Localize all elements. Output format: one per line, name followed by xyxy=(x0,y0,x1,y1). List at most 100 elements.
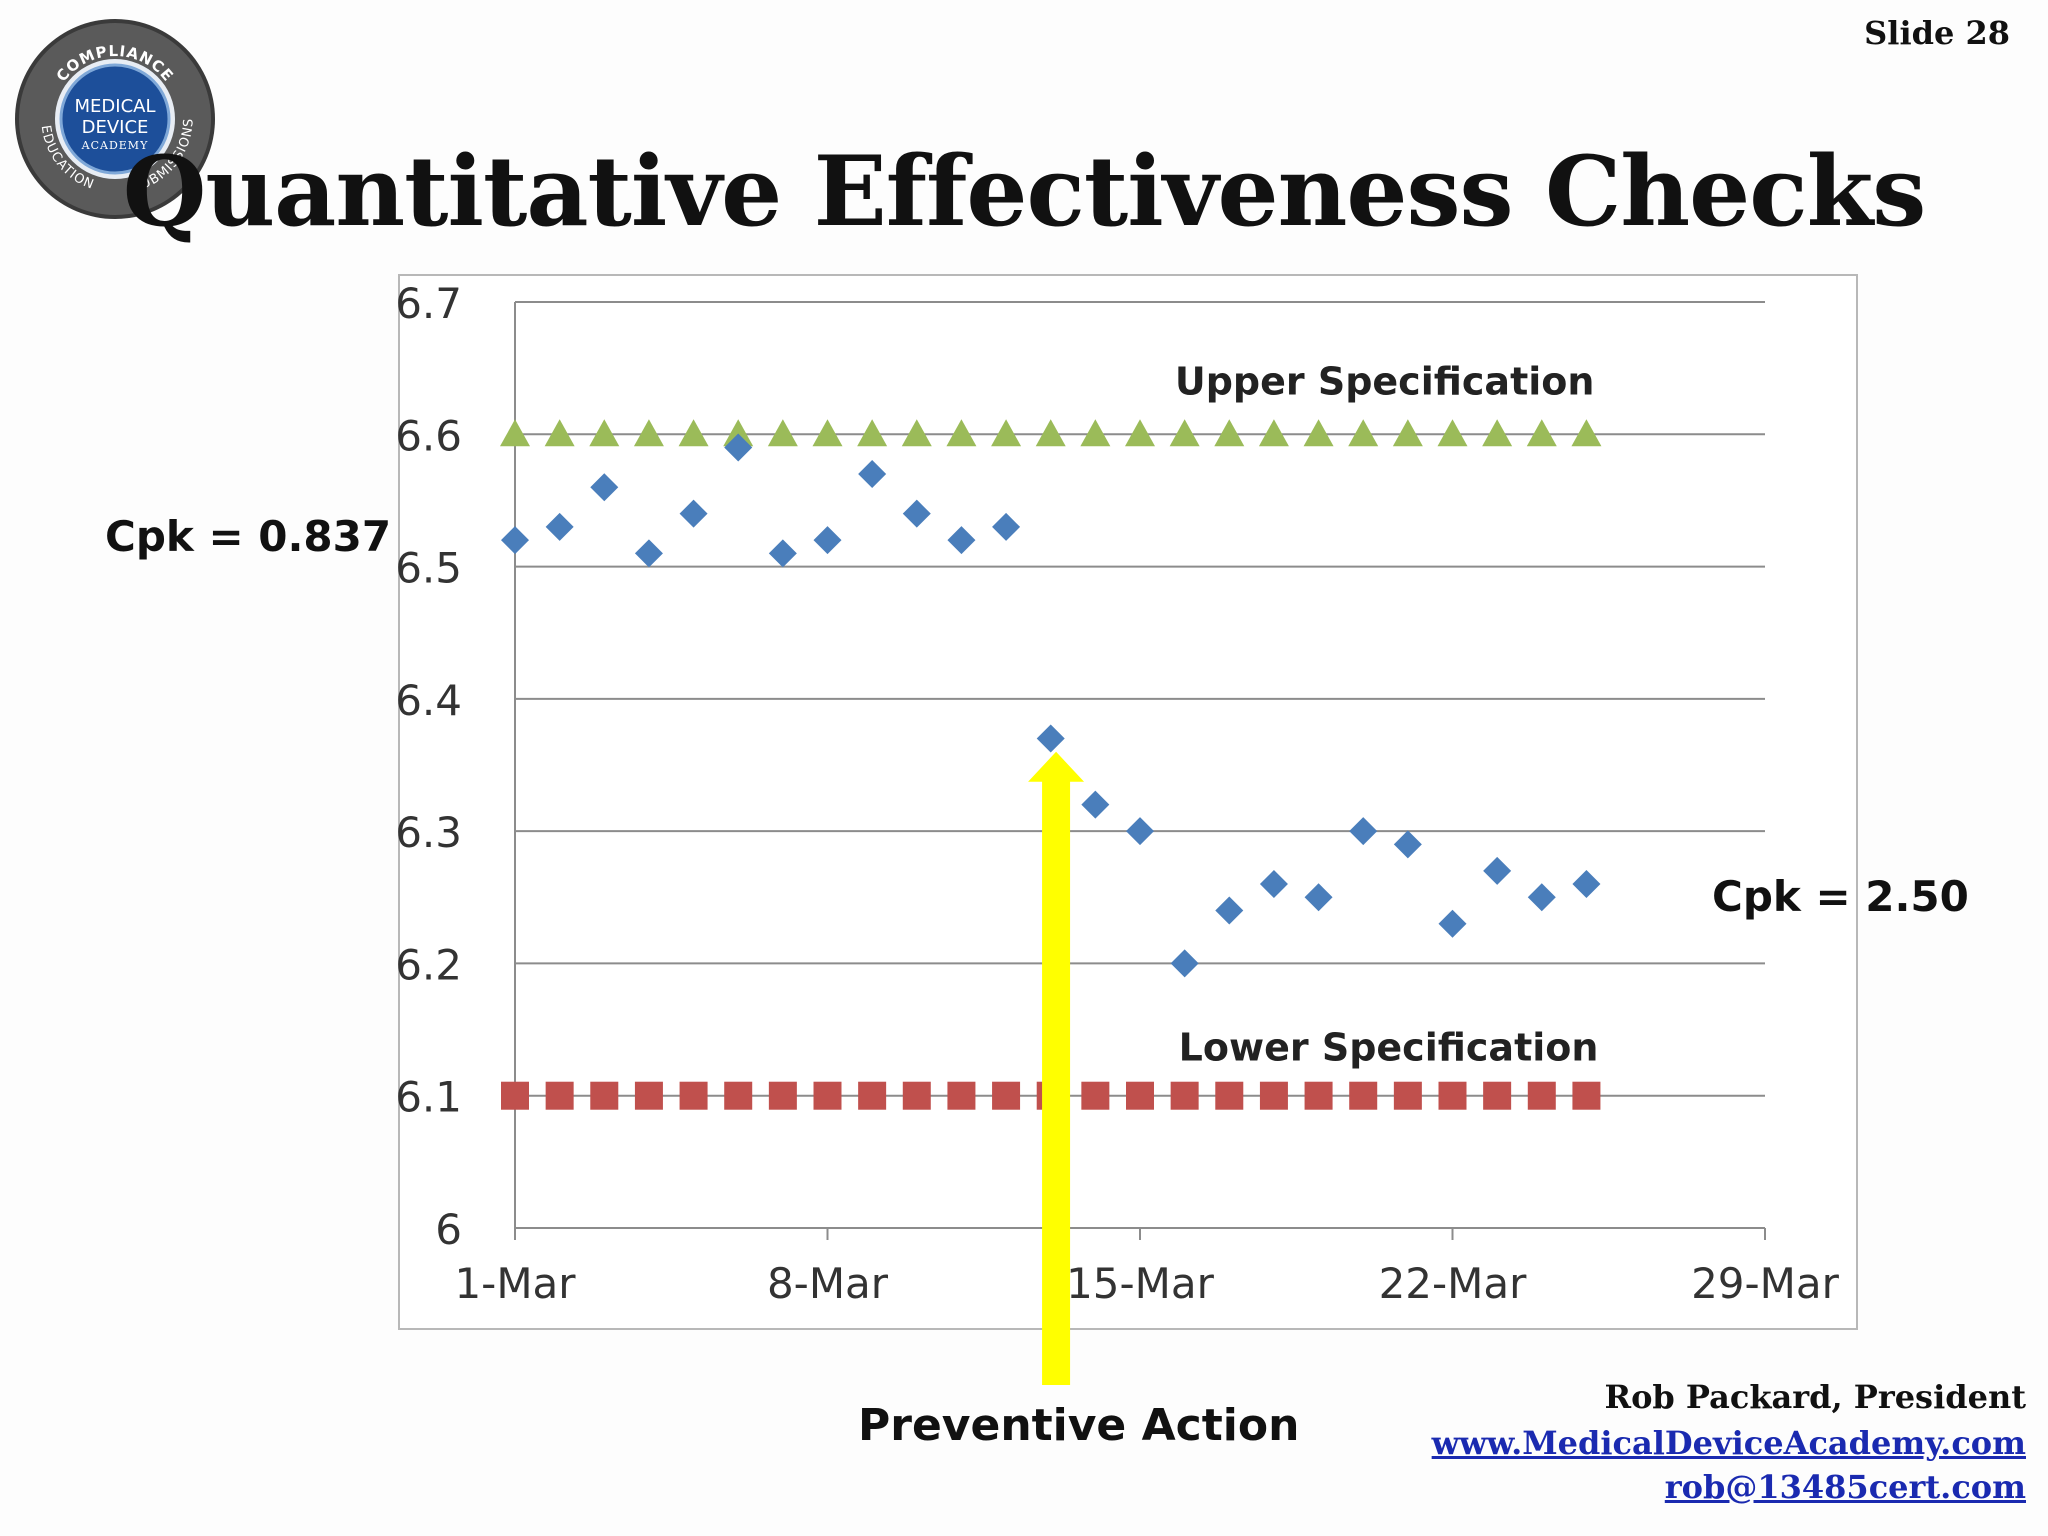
measurement-point xyxy=(992,512,1021,541)
lower-spec-series xyxy=(501,1081,1601,1110)
measurement-point xyxy=(1393,830,1422,859)
lower-spec-point xyxy=(634,1081,663,1110)
x-tick-labels: 1-Mar 8-Mar 15-Mar 22-Mar 29-Mar xyxy=(454,1259,1839,1308)
measurement-point xyxy=(590,473,619,502)
upper-spec-point xyxy=(544,419,575,447)
lower-spec-point xyxy=(768,1081,797,1110)
lower-spec-point xyxy=(1215,1081,1244,1110)
y-tick-label: 6.4 xyxy=(395,676,462,725)
lower-spec-point xyxy=(1349,1081,1378,1110)
measurement-point xyxy=(1304,883,1333,912)
measurement-point xyxy=(679,499,708,528)
lower-spec-point xyxy=(1126,1081,1154,1110)
y-tick-label: 6.7 xyxy=(395,279,462,328)
x-tick-label: 29-Mar xyxy=(1691,1259,1840,1308)
upper-spec-point xyxy=(1348,419,1379,447)
logo-center-line-3: ACADEMY xyxy=(81,139,149,152)
upper-spec-point xyxy=(589,419,620,447)
upper-spec-point xyxy=(1526,419,1557,447)
lower-spec-point xyxy=(1081,1081,1110,1110)
slide-number: Slide 28 xyxy=(1864,14,2010,52)
upper-spec-series xyxy=(500,419,1602,447)
axes xyxy=(514,302,1766,1240)
lower-spec-point xyxy=(1527,1081,1556,1110)
y-tick-labels: 6 6.1 6.2 6.3 6.4 6.5 6.6 6.7 xyxy=(395,279,462,1254)
measurement-point xyxy=(1036,724,1065,753)
upper-spec-point xyxy=(857,419,888,447)
measurement-point xyxy=(724,433,753,462)
measurement-point xyxy=(858,459,887,488)
cpk-before-label: Cpk = 0.837 xyxy=(105,512,392,561)
upper-spec-point xyxy=(678,419,709,447)
y-tick-label: 6 xyxy=(435,1205,462,1254)
measurement-point xyxy=(1438,909,1467,938)
upper-spec-point xyxy=(1214,419,1245,447)
lower-spec-point xyxy=(947,1081,976,1110)
measurement-point xyxy=(947,526,976,555)
preventive-action-label: Preventive Action xyxy=(858,1400,1300,1451)
upper-spec-point xyxy=(1482,419,1513,447)
lower-spec-point xyxy=(545,1081,574,1110)
measurement-point xyxy=(1170,949,1199,978)
measurement-point xyxy=(501,526,529,555)
measurement-point xyxy=(813,526,842,555)
author-name: Rob Packard, President xyxy=(1604,1378,2026,1416)
measurement-point xyxy=(768,539,797,568)
chart-frame xyxy=(398,274,1858,1330)
upper-spec-point xyxy=(812,419,843,447)
medical-device-academy-logo: COMPLIANCE EDUCATION SUBMISSIONS MEDICAL… xyxy=(15,19,215,219)
logo-center-line-1: MEDICAL xyxy=(75,96,156,117)
lower-spec-point xyxy=(1259,1081,1288,1110)
upper-spec-point xyxy=(723,419,754,447)
cpk-after-label: Cpk = 2.50 xyxy=(1712,872,1969,921)
upper-spec-point xyxy=(1303,419,1334,447)
lower-spec-point xyxy=(813,1081,842,1110)
upper-spec-point xyxy=(500,419,530,447)
measurement-point xyxy=(545,512,574,541)
upper-spec-label: Upper Specification xyxy=(1175,359,1595,403)
lower-spec-point xyxy=(902,1081,931,1110)
lower-spec-point xyxy=(1393,1081,1422,1110)
upper-spec-point xyxy=(1392,419,1423,447)
measurement-point xyxy=(1483,856,1512,885)
y-tick-label: 6.2 xyxy=(395,940,462,989)
measurement-point xyxy=(1126,817,1154,846)
lower-spec-point xyxy=(1483,1081,1512,1110)
lower-spec-point xyxy=(858,1081,887,1110)
lower-spec-point xyxy=(1438,1081,1467,1110)
upper-spec-point xyxy=(1437,419,1468,447)
upper-spec-point xyxy=(1571,419,1602,447)
x-tick-label: 22-Mar xyxy=(1379,1259,1528,1308)
measurement-point xyxy=(1349,817,1378,846)
email-link[interactable]: rob@13485cert.com xyxy=(1664,1468,2026,1506)
arrow-shape xyxy=(1028,751,1085,1385)
upper-spec-point xyxy=(1080,419,1111,447)
measurement-point xyxy=(1527,883,1556,912)
y-tick-label: 6.6 xyxy=(395,411,462,460)
website-link[interactable]: www.MedicalDeviceAcademy.com xyxy=(1431,1424,2026,1462)
lower-spec-point xyxy=(679,1081,708,1110)
lower-spec-point xyxy=(992,1081,1021,1110)
lower-spec-point xyxy=(1170,1081,1199,1110)
x-tick-label: 15-Mar xyxy=(1066,1259,1215,1308)
upper-spec-point xyxy=(767,419,798,447)
page-title: Quantitative Effectiveness Checks xyxy=(122,135,1927,248)
upper-spec-point xyxy=(991,419,1022,447)
lower-spec-label: Lower Specification xyxy=(1179,1026,1599,1070)
upper-spec-point xyxy=(1125,419,1155,447)
measurement-point xyxy=(902,499,931,528)
lower-spec-point xyxy=(724,1081,753,1110)
x-tick-label: 1-Mar xyxy=(454,1259,576,1308)
measurement-point xyxy=(634,539,663,568)
y-tick-label: 6.1 xyxy=(395,1073,462,1122)
upper-spec-point xyxy=(1169,419,1200,447)
measurement-point xyxy=(1081,790,1110,819)
y-tick-label: 6.5 xyxy=(395,544,462,593)
upper-spec-point xyxy=(1035,419,1066,447)
lower-spec-point xyxy=(590,1081,619,1110)
upper-spec-point xyxy=(946,419,977,447)
preventive-action-arrow xyxy=(1028,751,1085,1385)
lower-spec-point xyxy=(501,1081,529,1110)
footer: Rob Packard, President www.MedicalDevice… xyxy=(1432,1378,2026,1512)
